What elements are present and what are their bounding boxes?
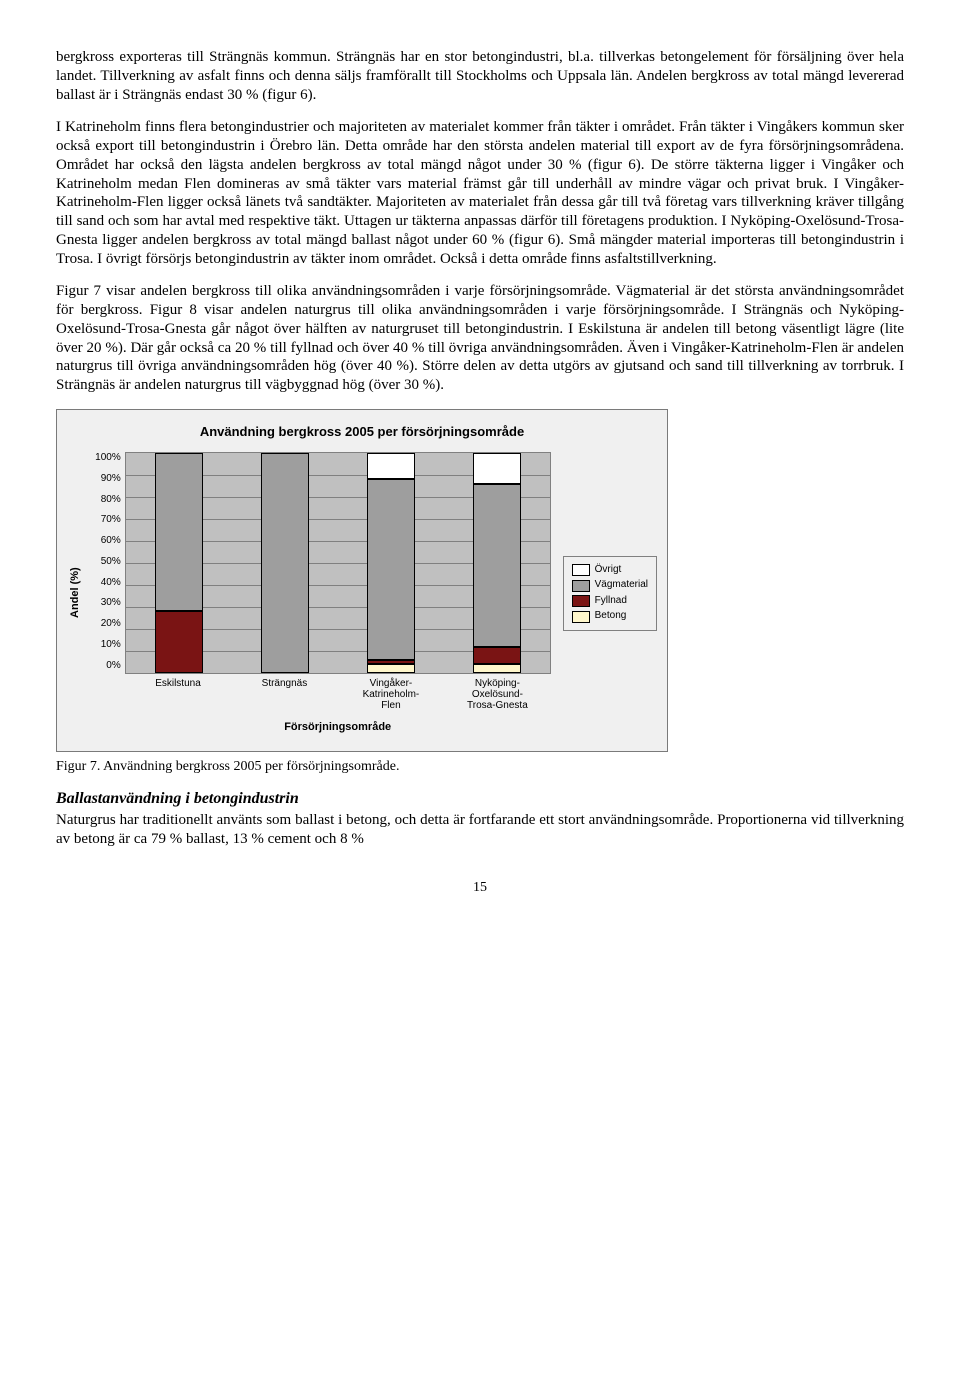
plot-area: [125, 452, 551, 674]
x-ticks: Eskilstuna Strängnäs Vingåker-Katrineholm-…: [125, 678, 551, 711]
legend-item: Övrigt: [572, 564, 648, 577]
ytick: 60%: [85, 535, 121, 548]
y-ticks: 100% 90% 80% 70% 60% 50% 40% 30% 20% 10%…: [85, 452, 125, 672]
ytick: 30%: [85, 597, 121, 610]
legend-item: Vägmaterial: [572, 579, 648, 592]
x-axis-label: Försörjningsområde: [125, 721, 551, 735]
ytick: 0%: [85, 660, 121, 673]
bar: [367, 453, 415, 673]
legend-item: Betong: [572, 610, 648, 623]
chart-title: Användning bergkross 2005 per försörjnin…: [67, 424, 657, 440]
bar: [155, 453, 203, 673]
legend: Övrigt Vägmaterial Fyllnad Betong: [563, 556, 657, 631]
ytick: 20%: [85, 618, 121, 631]
xtick: Nyköping-Oxelösund-Trosa-Gnesta: [457, 678, 537, 711]
ytick: 10%: [85, 639, 121, 652]
paragraph-3: Figur 7 visar andelen bergkross till oli…: [56, 282, 904, 395]
ytick: 80%: [85, 494, 121, 507]
ytick: 50%: [85, 556, 121, 569]
ytick: 90%: [85, 473, 121, 486]
xtick: Strängnäs: [244, 678, 324, 711]
bar: [261, 453, 309, 673]
bar: [473, 453, 521, 673]
figure-caption: Figur 7. Användning bergkross 2005 per f…: [56, 758, 904, 776]
page-number: 15: [56, 879, 904, 897]
ytick: 40%: [85, 577, 121, 590]
xtick: Eskilstuna: [138, 678, 218, 711]
chart-frame: Användning bergkross 2005 per försörjnin…: [56, 409, 668, 752]
xtick: Vingåker-Katrineholm-Flen: [351, 678, 431, 711]
legend-item: Fyllnad: [572, 595, 648, 608]
paragraph-2: I Katrineholm finns flera betongindustri…: [56, 118, 904, 268]
ytick: 100%: [85, 452, 121, 465]
paragraph-1: bergkross exporteras till Strängnäs komm…: [56, 48, 904, 104]
section-subheading: Ballastanvändning i betongindustrin: [56, 789, 904, 809]
y-axis-label: Andel (%): [67, 483, 85, 703]
ytick: 70%: [85, 514, 121, 527]
paragraph-4: Naturgrus har traditionellt använts som …: [56, 811, 904, 849]
